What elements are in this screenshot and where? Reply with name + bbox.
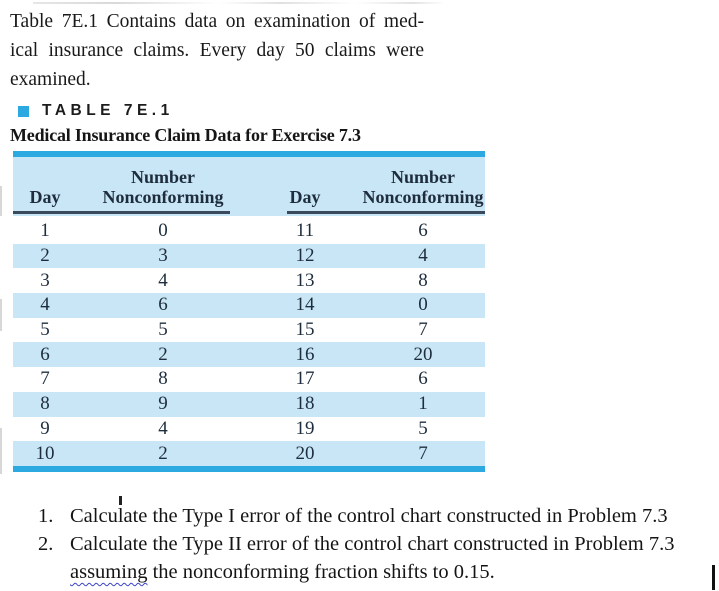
table-top-rule — [13, 151, 485, 157]
header-line-nonconforming: Nonconforming — [362, 187, 484, 207]
claims-data-table: Day Number Nonconforming Day Number Nonc… — [13, 151, 485, 472]
cell-day: 8 — [40, 393, 50, 415]
question-2: 2. Calculate the Type II error of the con… — [38, 530, 708, 558]
cell-day: 11 — [295, 220, 315, 242]
cell-nonconforming: 1 — [418, 393, 428, 415]
table-body: 1 0 11 6 2 3 12 4 3 4 13 8 4 6 14 0 — [13, 219, 485, 466]
table-row: 2 3 12 4 — [13, 243, 485, 269]
cell-day: 2 — [40, 245, 50, 267]
cell-day: 20 — [295, 442, 315, 464]
cell-nonconforming: 4 — [418, 245, 428, 267]
cell-nonconforming: 4 — [158, 417, 168, 439]
cell-day: 4 — [40, 294, 50, 316]
question-2-text-line2: the nonconforming fraction shifts to 0.1… — [147, 561, 495, 583]
intro-paragraph: Table 7E.1 Contains data on examination … — [10, 7, 424, 94]
table-row: 6 2 16 20 — [13, 342, 485, 368]
table-row: 1 0 11 6 — [13, 219, 485, 244]
cell-day: 7 — [40, 368, 50, 390]
table-header-row: Day Number Nonconforming Day Number Nonc… — [13, 157, 485, 216]
table-number-label: TABLE 7E.1 — [42, 102, 174, 119]
cell-day: 9 — [40, 417, 50, 439]
stray-caret-artifact — [119, 496, 122, 505]
question-1: 1. Calculate the Type I error of the cont… — [38, 502, 708, 530]
column-header-nonconforming-left: Number Nonconforming — [77, 167, 249, 207]
cell-nonconforming: 6 — [158, 294, 168, 316]
question-1-number: 1. — [38, 505, 54, 527]
question-2-number: 2. — [38, 533, 54, 555]
table-bottom-rule — [13, 465, 485, 472]
cell-nonconforming: 2 — [158, 343, 168, 365]
question-2-continuation: assuming the nonconforming fraction shif… — [38, 558, 708, 586]
scan-smudge-artifact — [33, 2, 445, 4]
table-title: Medical Insurance Claim Data for Exercis… — [10, 125, 361, 145]
cell-nonconforming: 3 — [158, 245, 168, 267]
cell-nonconforming: 2 — [158, 442, 168, 464]
column-header-nonconforming-right: Number Nonconforming — [361, 167, 485, 207]
header-line-number: Number — [391, 167, 455, 187]
cell-day: 18 — [295, 393, 315, 415]
cell-nonconforming: 7 — [418, 442, 428, 464]
cell-day: 1 — [40, 220, 50, 242]
cell-nonconforming: 5 — [418, 417, 428, 439]
exercise-questions: 1. Calculate the Type I error of the cont… — [38, 502, 708, 586]
cell-day: 6 — [40, 343, 50, 365]
cell-day: 19 — [295, 417, 315, 439]
cell-day: 13 — [295, 269, 315, 291]
cell-nonconforming: 7 — [418, 319, 428, 341]
scan-edge-artifact — [0, 428, 2, 474]
cell-nonconforming: 8 — [158, 368, 168, 390]
intro-line: Table 7E.1 Contains data on examination … — [10, 11, 424, 32]
question-2-text-line1: Calculate the Type II error of the contr… — [70, 533, 675, 555]
cell-day: 16 — [295, 343, 315, 365]
question-1-text: Calculate the Type I error of the contro… — [70, 505, 668, 527]
cell-day: 12 — [295, 245, 315, 267]
table-row: 3 4 13 8 — [13, 268, 485, 293]
cell-day: 17 — [295, 368, 315, 390]
table-row: 5 5 15 7 — [13, 318, 485, 343]
cell-nonconforming: 6 — [418, 368, 428, 390]
scan-edge-artifact — [0, 299, 2, 331]
table-row: 4 6 14 0 — [13, 293, 485, 318]
intro-line: examined. — [10, 69, 91, 90]
cell-nonconforming: 8 — [418, 269, 428, 291]
header-underline-right — [287, 211, 485, 214]
cell-day: 5 — [40, 319, 50, 341]
cell-nonconforming: 20 — [413, 343, 433, 365]
table-row: 10 2 20 7 — [13, 441, 485, 466]
cell-day: 10 — [35, 442, 55, 464]
table-eyebrow: TABLE 7E.1 — [18, 102, 174, 120]
cell-nonconforming: 5 — [158, 319, 168, 341]
column-header-day-left: Day — [29, 187, 61, 207]
intro-line: ical insurance claims. Every day 50 clai… — [10, 40, 424, 61]
cell-day: 14 — [295, 294, 315, 316]
square-bullet-icon — [18, 105, 29, 117]
column-header-day-right: Day — [289, 187, 321, 207]
cell-nonconforming: 6 — [418, 220, 428, 242]
cell-day: 15 — [295, 319, 315, 341]
header-line-nonconforming: Nonconforming — [102, 187, 224, 207]
cell-nonconforming: 0 — [158, 220, 168, 242]
cell-nonconforming: 4 — [158, 269, 168, 291]
spellcheck-flagged-word: assuming — [70, 561, 148, 583]
cell-nonconforming: 0 — [418, 294, 428, 316]
scan-edge-artifact — [0, 186, 2, 216]
cell-nonconforming: 9 — [158, 393, 168, 415]
header-line-number: Number — [131, 167, 195, 187]
table-row: 9 4 19 5 — [13, 417, 485, 442]
text-cursor — [712, 565, 715, 590]
cell-day: 3 — [40, 269, 50, 291]
header-underline-left — [13, 211, 230, 214]
table-row: 7 8 17 6 — [13, 367, 485, 392]
table-row: 8 9 18 1 — [13, 391, 485, 417]
